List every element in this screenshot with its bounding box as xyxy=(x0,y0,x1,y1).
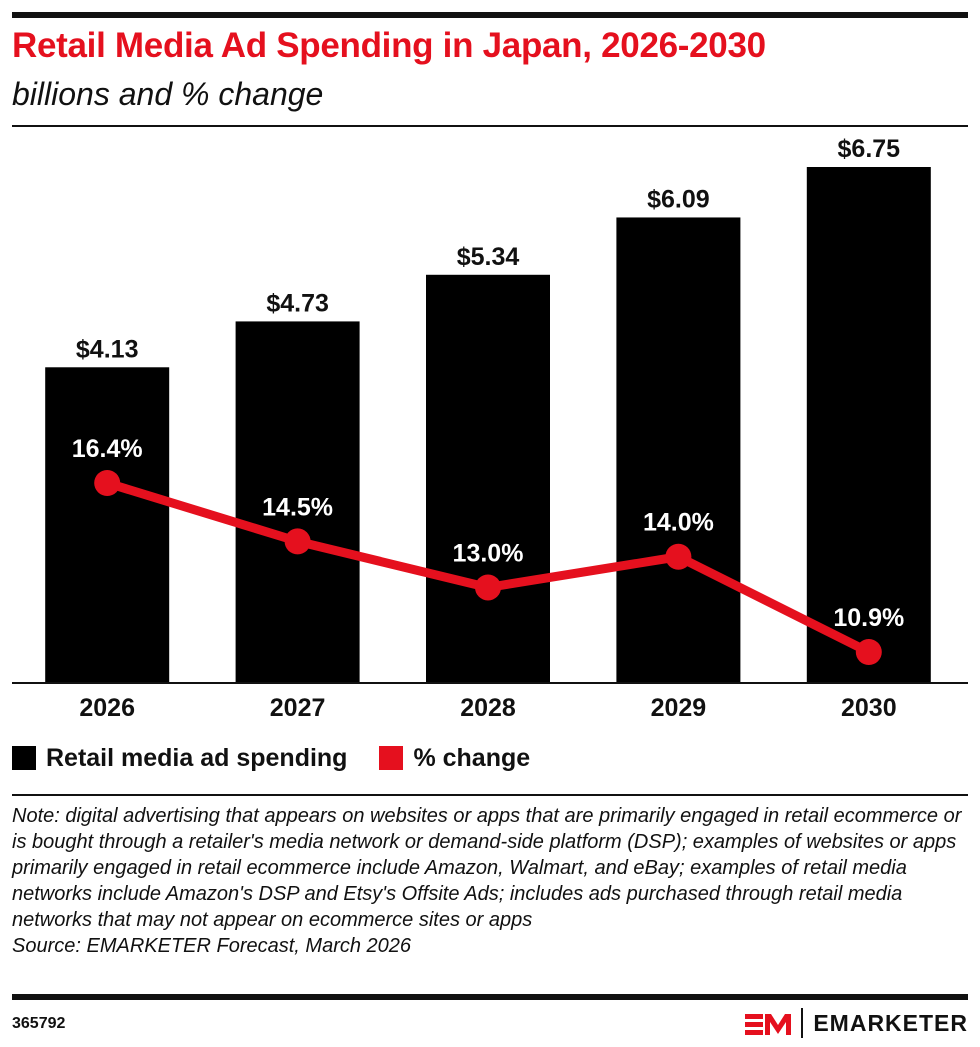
source-text: Source: EMARKETER Forecast, March 2026 xyxy=(12,935,412,957)
change-value-label: 14.0% xyxy=(643,509,714,537)
top-rule xyxy=(12,12,968,18)
chart-subtitle: billions and % change xyxy=(12,76,324,112)
bar-value-label: $5.34 xyxy=(457,243,520,271)
brand: EMARKETER xyxy=(745,1005,968,1041)
bar-value-label: $4.73 xyxy=(266,289,329,317)
change-value-label: 13.0% xyxy=(453,539,524,567)
legend-item-change: % change xyxy=(379,744,530,773)
change-value-label: 10.9% xyxy=(833,604,904,632)
bar-2030 xyxy=(806,167,931,683)
legend-item-spending: Retail media ad spending xyxy=(12,744,347,773)
bar-value-label: $6.75 xyxy=(838,135,901,163)
chart-title: Retail Media Ad Spending in Japan, 2026-… xyxy=(12,26,766,65)
bar-value-label: $6.09 xyxy=(647,185,710,213)
x-tick-label: 2027 xyxy=(270,694,326,722)
change-value-label: 16.4% xyxy=(72,435,143,463)
bar-2027 xyxy=(235,321,360,683)
legend-label-change: % change xyxy=(413,743,531,772)
legend-swatch-spending xyxy=(12,746,36,770)
change-point-2030 xyxy=(855,639,882,665)
chart-area: $4.13 2026 $4.73 2027 $5.34 2028 $6.09 2029 $6.7… xyxy=(12,135,968,722)
bottom-rule xyxy=(12,994,968,1000)
bar-2029 xyxy=(616,217,741,683)
x-tick-label: 2030 xyxy=(841,694,897,722)
brand-name: EMARKETER xyxy=(813,1009,968,1036)
x-tick-label: 2026 xyxy=(79,694,135,722)
x-tick-label: 2028 xyxy=(460,694,516,722)
brand-separator xyxy=(801,1008,804,1038)
change-point-2028 xyxy=(475,574,501,601)
chart-id: 365792 xyxy=(12,1015,66,1032)
change-point-2029 xyxy=(665,543,692,570)
legend-label-spending: Retail media ad spending xyxy=(46,743,348,772)
footnote: Note: digital advertising that appears o… xyxy=(12,803,972,959)
change-point-2026 xyxy=(94,470,121,496)
note-text: Note: digital advertising that appears o… xyxy=(12,805,962,931)
legend-swatch-change xyxy=(379,746,404,770)
emarketer-logo-icon xyxy=(745,1014,792,1035)
change-value-label: 14.5% xyxy=(262,493,333,521)
legend: Retail media ad spending % change xyxy=(12,740,562,776)
bar-2026 xyxy=(45,367,170,683)
x-tick-label: 2029 xyxy=(651,694,707,722)
title-rule xyxy=(12,125,968,127)
change-point-2027 xyxy=(284,528,311,555)
bar-value-label: $4.13 xyxy=(76,335,139,363)
note-rule xyxy=(12,794,968,796)
bar-2028 xyxy=(426,274,550,683)
